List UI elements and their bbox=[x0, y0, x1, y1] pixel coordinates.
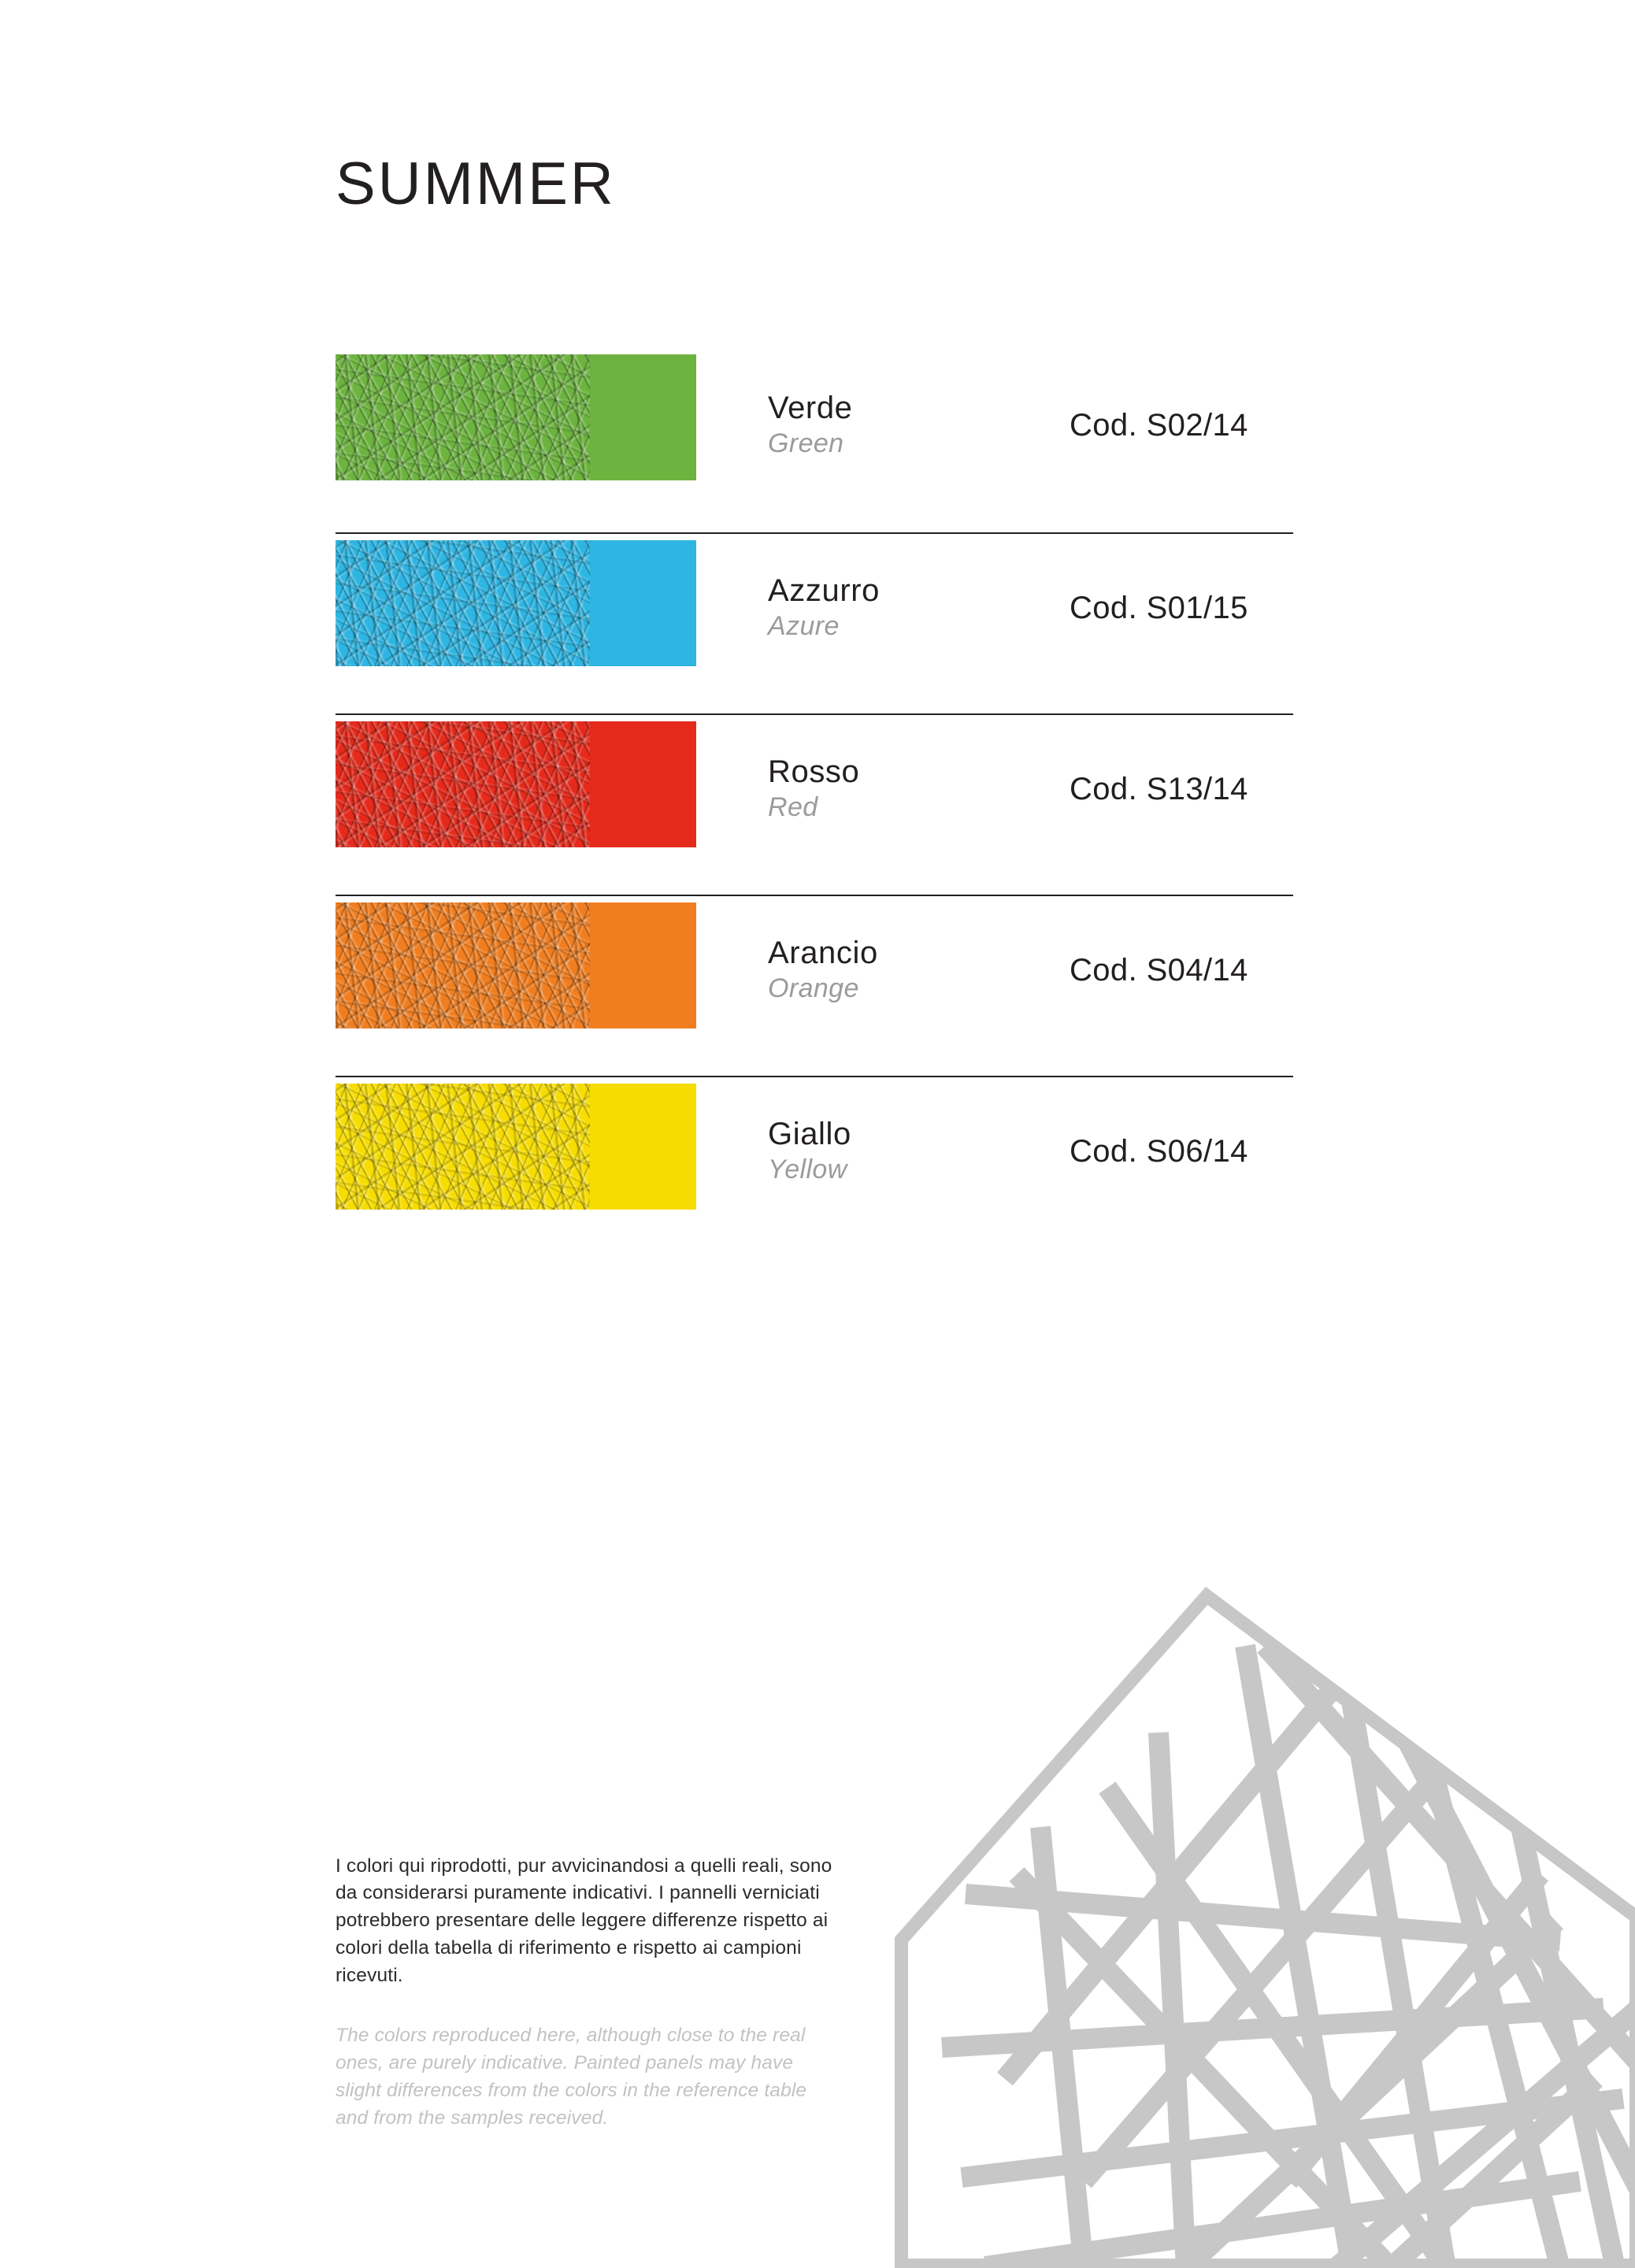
color-row: Arancio Orange Cod. S04/14 bbox=[336, 895, 1293, 1076]
color-row: Giallo Yellow Cod. S06/14 bbox=[336, 1076, 1293, 1257]
footer-disclaimers: I colori qui riprodotti, pur avvicinando… bbox=[336, 1833, 840, 2151]
color-name-block: Verde Green bbox=[768, 391, 1028, 461]
color-code: Cod. S01/15 bbox=[1070, 591, 1248, 625]
color-name-italian: Giallo bbox=[768, 1117, 851, 1151]
color-name-block: Azzurro Azure bbox=[768, 573, 1028, 643]
fibre-overlay-icon bbox=[336, 1084, 590, 1210]
color-swatch[interactable] bbox=[336, 1084, 696, 1210]
color-swatch[interactable] bbox=[336, 354, 696, 480]
color-name-block: Arancio Orange bbox=[768, 936, 1028, 1006]
color-name-english: Green bbox=[768, 428, 844, 458]
color-name-italian: Rosso bbox=[768, 754, 860, 789]
color-swatch[interactable] bbox=[336, 902, 696, 1028]
lattice-lines bbox=[941, 1639, 1635, 2268]
color-row: Verde Green Cod. S02/14 bbox=[336, 351, 1293, 532]
house-lattice-decoration bbox=[847, 1386, 1635, 2268]
disclaimer-italian: I colori qui riprodotti, pur avvicinando… bbox=[336, 1855, 832, 1986]
fibre-overlay-icon bbox=[336, 540, 590, 666]
color-code: Cod. S04/14 bbox=[1070, 953, 1248, 988]
color-swatch[interactable] bbox=[336, 540, 696, 666]
color-name-italian: Arancio bbox=[768, 936, 878, 970]
color-name-block: Giallo Yellow bbox=[768, 1117, 1028, 1187]
color-name-italian: Verde bbox=[768, 391, 853, 425]
color-name-english: Azure bbox=[768, 610, 840, 641]
color-swatch-table: Verde Green Cod. S02/14 Azzurro Azure Cod. S0… bbox=[336, 351, 1293, 1257]
color-row: Azzurro Azure Cod. S01/15 bbox=[336, 532, 1293, 713]
house-outline-and-lattice bbox=[895, 1587, 1635, 2268]
swatch-texture-half bbox=[336, 1084, 590, 1210]
swatch-texture-half bbox=[336, 540, 590, 666]
color-row: Rosso Red Cod. S13/14 bbox=[336, 713, 1293, 895]
swatch-solid-half bbox=[589, 540, 696, 666]
color-code: Cod. S02/14 bbox=[1070, 408, 1248, 443]
swatch-solid-half bbox=[589, 354, 696, 480]
color-name-english: Orange bbox=[768, 973, 859, 1003]
disclaimer-english: The colors reproduced here, although clo… bbox=[336, 2025, 807, 2129]
swatch-texture-half bbox=[336, 721, 590, 847]
fibre-overlay-icon bbox=[336, 354, 590, 480]
color-name-block: Rosso Red bbox=[768, 754, 1028, 825]
swatch-texture-half bbox=[336, 354, 590, 480]
fibre-overlay-icon bbox=[336, 902, 590, 1028]
color-name-english: Yellow bbox=[768, 1154, 847, 1184]
page-title: SUMMER bbox=[336, 150, 616, 217]
color-name-italian: Azzurro bbox=[768, 573, 881, 608]
color-swatch[interactable] bbox=[336, 721, 696, 847]
house-outline-icon bbox=[895, 1587, 1635, 2268]
color-code: Cod. S06/14 bbox=[1070, 1134, 1248, 1169]
swatch-texture-half bbox=[336, 902, 590, 1028]
swatch-solid-half bbox=[589, 902, 696, 1028]
swatch-solid-half bbox=[589, 721, 696, 847]
swatch-solid-half bbox=[589, 1084, 696, 1210]
color-name-english: Red bbox=[768, 791, 818, 822]
fibre-overlay-icon bbox=[336, 721, 590, 847]
color-code: Cod. S13/14 bbox=[1070, 772, 1248, 806]
